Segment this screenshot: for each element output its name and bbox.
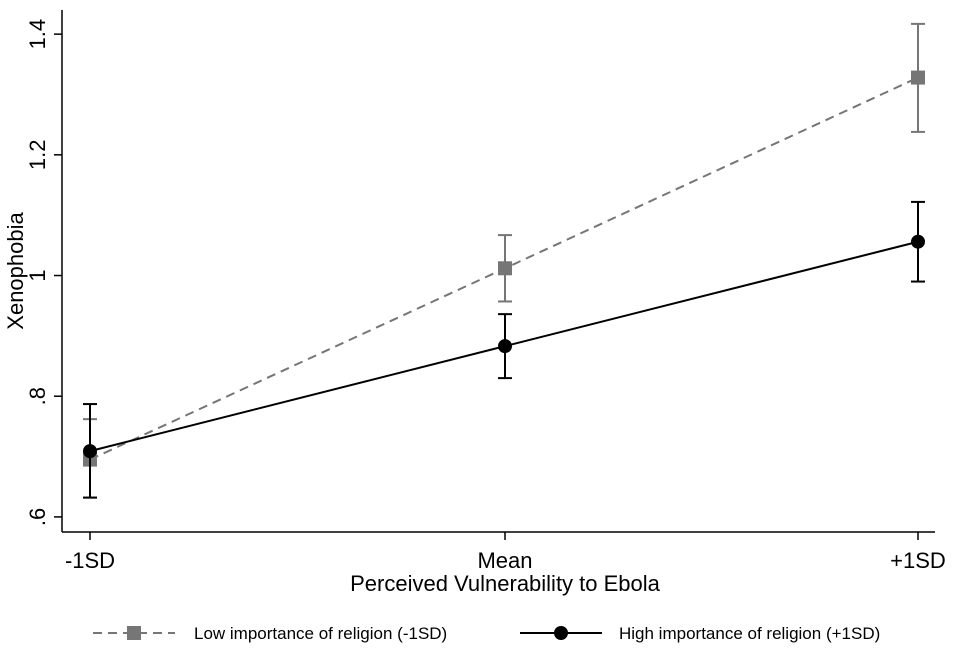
series-2: [83, 200, 925, 499]
x-tick-label: -1SD: [65, 548, 115, 573]
y-tick-label: 1.2: [25, 140, 50, 171]
legend-item-2: High importance of religion (+1SD): [520, 624, 880, 643]
legend-marker-circle: [554, 626, 568, 640]
x-ticks: -1SD Mean +1SD: [65, 532, 946, 573]
series-2-point: [911, 234, 925, 249]
legend-label: High importance of religion (+1SD): [619, 624, 880, 643]
y-tick-label: .8: [25, 387, 50, 405]
legend-label: Low importance of religion (-1SD): [194, 624, 447, 643]
legend-marker-square: [127, 626, 141, 640]
x-tick-label: Mean: [477, 548, 532, 573]
y-tick-label: 1: [25, 269, 50, 281]
series-2-point: [83, 444, 97, 459]
y-ticks: .6 .8 1 1.2 1.4: [25, 19, 62, 526]
legend: Low importance of religion (-1SD) High im…: [93, 624, 880, 643]
series-1-point: [911, 70, 925, 85]
series-1-point: [498, 261, 512, 276]
series-1: [83, 22, 925, 499]
series-layer: [83, 22, 925, 499]
y-axis-title: Xenophobia: [3, 212, 28, 330]
legend-item-1: Low importance of religion (-1SD): [93, 624, 447, 643]
series-2-point: [498, 339, 512, 354]
x-axis-title: Perceived Vulnerability to Ebola: [350, 571, 661, 596]
y-tick-label: .6: [25, 508, 50, 526]
y-tick-label: 1.4: [25, 19, 50, 50]
x-tick-label: +1SD: [890, 548, 946, 573]
axes: [61, 10, 935, 533]
